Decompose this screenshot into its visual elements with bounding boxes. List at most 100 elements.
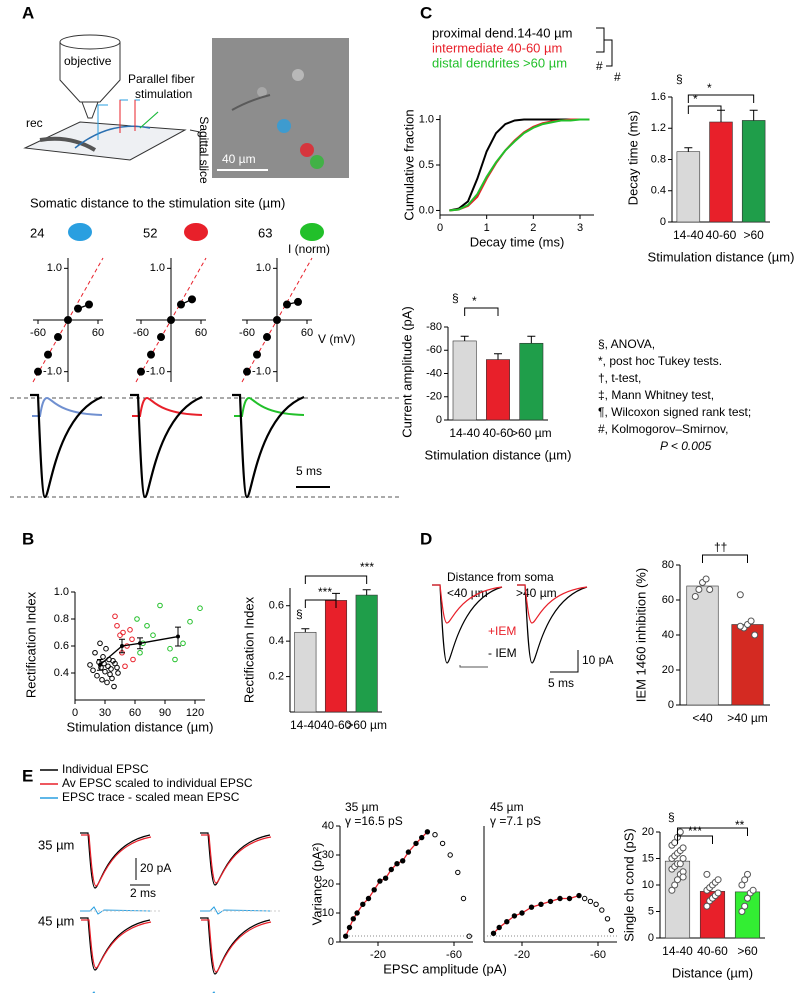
data-point: [360, 901, 366, 907]
data-point: [608, 927, 614, 934]
annotation: *: [472, 294, 477, 308]
fit-line: [99, 635, 179, 666]
data-point: [439, 840, 446, 847]
x-tick-label: 1: [484, 222, 490, 234]
data-point: [447, 852, 453, 858]
legend-label: - IEM: [488, 646, 517, 660]
data-point: [691, 593, 699, 600]
x-tick-label: 14-40: [449, 426, 480, 440]
x-tick-label: 2: [530, 222, 536, 234]
trace: [80, 832, 151, 889]
trace: [517, 584, 588, 664]
x-axis-label: Decay time (ms): [470, 234, 565, 249]
data-point: [741, 902, 749, 910]
data-point: [714, 889, 722, 897]
time-scale: 5 ms: [548, 676, 574, 690]
site-marker: [68, 223, 92, 241]
y-tick-label: 30: [322, 849, 334, 861]
y-tick-label: 0: [436, 414, 442, 426]
x-tick-label: >60 µm: [511, 426, 552, 440]
bar: [686, 585, 719, 706]
data-point: [703, 870, 711, 878]
data-point: [466, 933, 472, 939]
x-tick-label: 40-60: [697, 944, 728, 958]
data-point: [137, 367, 145, 376]
scale-label: 40 µm: [222, 152, 256, 166]
x-tick-label: >60 µm: [346, 718, 387, 732]
y-tick-label: -80: [426, 321, 442, 333]
site-marker: [184, 223, 208, 241]
data-point: [144, 622, 150, 629]
data-point: [354, 910, 360, 916]
data-point: [90, 667, 96, 674]
data-point: [519, 910, 525, 916]
trace: [200, 832, 271, 886]
y-axis-label: IEM 1460 inhibition (%): [633, 568, 648, 702]
group-label: >40 µm: [516, 586, 557, 600]
trace: [32, 396, 103, 417]
distance-label: 35 µm: [38, 837, 74, 852]
panel-label: D: [420, 529, 432, 548]
data-point: [455, 869, 461, 876]
legend-label: +IEM: [488, 624, 516, 638]
y-tick-label: 0.2: [269, 670, 284, 682]
trace: [432, 584, 503, 664]
annotation: ††: [714, 540, 727, 554]
bar: [709, 121, 733, 223]
y-tick-label: 10: [642, 879, 654, 891]
trace: [130, 393, 203, 499]
y-tick-label: 0.6: [54, 640, 69, 652]
x-tick-label: >60: [743, 228, 764, 242]
data-point: [371, 887, 377, 893]
scale-bar: [130, 858, 150, 886]
data-line: [449, 118, 590, 212]
error-bar: [332, 592, 340, 601]
y-tick-label: 1.0: [54, 586, 69, 598]
legend-label: distal dendrites >60 µm: [432, 55, 567, 70]
amp-scale: 10 pA: [582, 653, 613, 667]
x-axis-label: Stimulation distance (µm): [425, 447, 572, 462]
trace: [132, 396, 203, 417]
x-tick-label: >40 µm: [727, 711, 768, 725]
y-tick-label: 1.0: [256, 262, 271, 274]
data-point: [599, 907, 605, 913]
trace: [81, 834, 152, 887]
data-point: [111, 683, 117, 690]
data-point: [679, 873, 687, 881]
y-axis-label: Variance (pA²): [309, 843, 324, 926]
y-tick-label: 15: [642, 852, 654, 864]
bar: [741, 120, 766, 223]
scale-bar: [459, 665, 488, 668]
data-point: [394, 861, 400, 867]
y-tick-label: 1.0: [419, 113, 434, 125]
y-tick-label: -1.0: [252, 366, 271, 378]
x-tick-label: 14-40: [290, 718, 321, 732]
panel-label: B: [22, 529, 34, 548]
data-point: [147, 350, 155, 359]
y-tick-label: -20: [426, 391, 442, 403]
y-tick-label: 0.4: [651, 185, 666, 197]
y-tick-label: 5: [648, 905, 654, 917]
x-tick-label: -60: [590, 949, 606, 961]
data-point: [744, 870, 751, 878]
data-point: [674, 876, 681, 884]
distance-title: Distance from soma: [447, 570, 554, 584]
data-point: [157, 602, 163, 609]
panel-label: E: [22, 766, 33, 785]
trace: [80, 917, 151, 971]
data-point: [138, 641, 142, 646]
data-point: [679, 844, 687, 852]
scale-bar: [550, 650, 579, 673]
x-axis-label: Distance (µm): [672, 965, 753, 980]
trace: [201, 919, 272, 973]
x-tick-label: 0: [72, 707, 78, 719]
y-tick-label: -40: [426, 367, 442, 379]
data-point: [103, 645, 109, 652]
x-tick-label: -20: [514, 949, 530, 961]
data-point: [100, 654, 106, 660]
data-point: [706, 586, 714, 593]
slice-label: Sagittal slice: [197, 116, 211, 184]
y-axis-label: Cumulative fraction: [401, 109, 416, 220]
y-tick-label: 0.4: [54, 667, 69, 679]
data-point: [576, 892, 582, 899]
